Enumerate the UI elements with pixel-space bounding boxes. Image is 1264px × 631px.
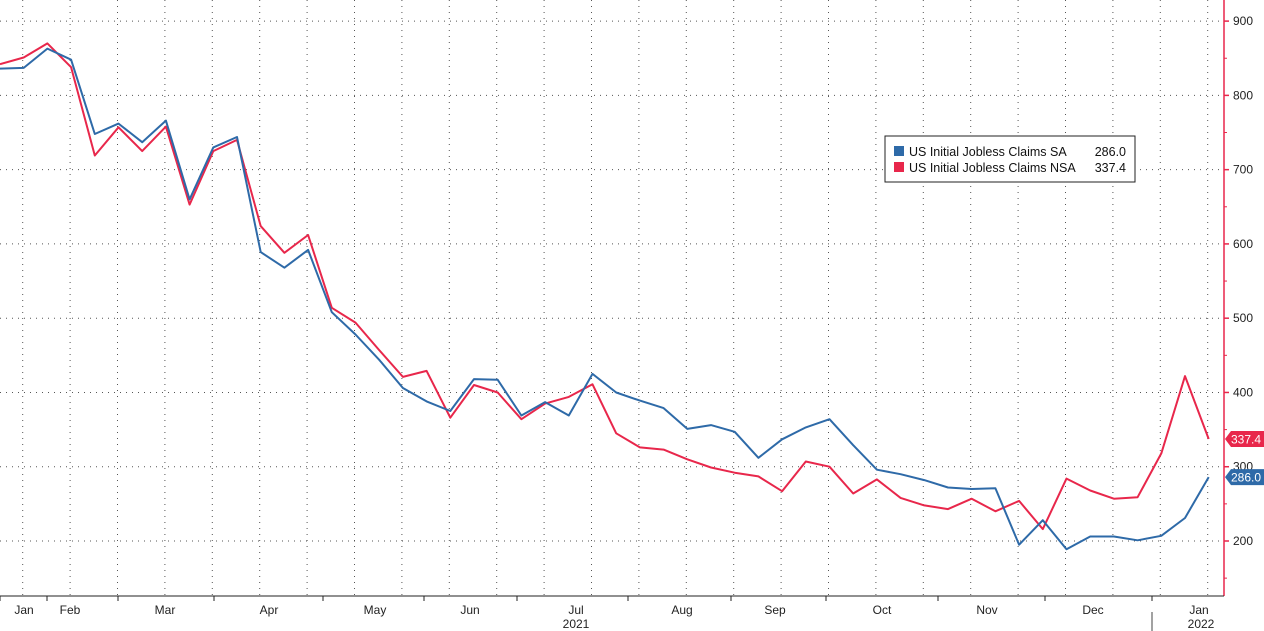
y-tick-label: 800: [1233, 88, 1253, 102]
x-tick-label: Apr: [260, 603, 279, 617]
x-tick-label: Jul: [568, 603, 583, 617]
y-tick-label: 500: [1233, 311, 1253, 325]
last-value-tags: 337.4 286.0: [1225, 430, 1264, 486]
x-tick-label: Dec: [1082, 603, 1103, 617]
legend-swatch-sa: [894, 146, 904, 156]
legend-value-sa: 286.0: [1095, 145, 1126, 159]
y-tick-label: 600: [1233, 237, 1253, 251]
legend-box: [884, 135, 1136, 183]
x-tick-label: Feb: [60, 603, 81, 617]
tag-nsa-shape: [1225, 430, 1264, 447]
y-tick-label: 400: [1233, 385, 1253, 399]
legend: US Initial Jobless Claims SA 286.0 US In…: [884, 135, 1136, 183]
tag-sa-text: 286.0: [1231, 471, 1261, 485]
tag-sa-last-value: 286.0: [1225, 469, 1264, 486]
year-label-2022: 2022: [1188, 617, 1215, 631]
x-tick-label: Sep: [764, 603, 786, 617]
x-axis-ticks: Jan Feb Mar Apr May Jun Jul Aug Sep Oct Nov Dec Jan: [0, 596, 1209, 617]
legend-swatch-nsa: [894, 162, 904, 172]
x-tick-label: Aug: [671, 603, 692, 617]
x-tick-label: Nov: [976, 603, 997, 617]
y-tick-label: 700: [1233, 163, 1253, 177]
x-tick-label: Jan: [1189, 603, 1208, 617]
legend-label-sa: US Initial Jobless Claims SA: [909, 145, 1067, 159]
legend-label-nsa: US Initial Jobless Claims NSA: [909, 161, 1076, 175]
x-tick-label: Mar: [155, 603, 176, 617]
year-label-2021: 2021: [563, 617, 590, 631]
series-line-sa: [0, 47, 1210, 551]
series-line-nsa: [0, 42, 1210, 531]
bottom-axis: Jan Feb Mar Apr May Jun Jul Aug Sep Oct Nov Dec Jan …: [0, 595, 1224, 631]
x-tick-label: Oct: [873, 603, 892, 617]
series-lines: [0, 42, 1210, 551]
x-tick-label: Jun: [460, 603, 479, 617]
tag-sa-shape: [1225, 469, 1264, 486]
tag-nsa-last-value: 337.4: [1225, 430, 1264, 447]
x-tick-label: May: [364, 603, 387, 617]
gridlines: [0, 0, 1224, 596]
y-tick-label: 900: [1233, 14, 1253, 28]
tag-nsa-text: 337.4: [1231, 432, 1261, 446]
y-tick-label: 200: [1233, 534, 1253, 548]
legend-value-nsa: 337.4: [1095, 161, 1126, 175]
x-tick-label: Jan: [14, 603, 33, 617]
